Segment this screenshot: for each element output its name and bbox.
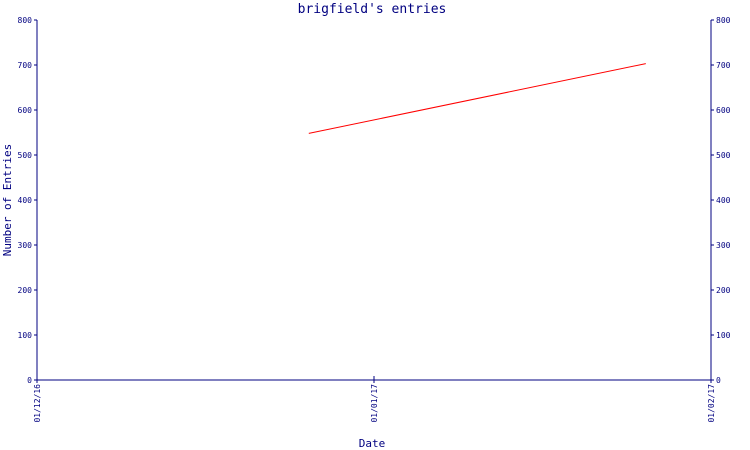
y-tick-label-right: 600: [716, 106, 731, 115]
x-tick-label: 01/02/17: [707, 384, 716, 423]
y-tick-label-left: 500: [18, 151, 33, 160]
y-tick-label-left: 700: [18, 61, 33, 70]
x-tick-label: 01/12/16: [33, 384, 42, 423]
chart-title: brigfield's entries: [298, 2, 447, 17]
y-tick-label-left: 400: [18, 196, 33, 205]
y-tick-label-left: 200: [18, 286, 33, 295]
y-tick-label-right: 200: [716, 286, 731, 295]
y-tick-label-left: 300: [18, 241, 33, 250]
y-axis-label: Number of Entries: [1, 144, 14, 257]
series-line: [308, 63, 646, 134]
y-tick-label-right: 400: [716, 196, 731, 205]
y-tick-label-left: 100: [18, 331, 33, 340]
y-tick-label-right: 100: [716, 331, 731, 340]
y-tick-label-right: 300: [716, 241, 731, 250]
y-tick-label-right: 700: [716, 61, 731, 70]
x-tick-label: 01/01/17: [370, 384, 379, 423]
y-tick-label-right: 800: [716, 16, 731, 25]
y-tick-label-right: 500: [716, 151, 731, 160]
y-tick-label-left: 0: [27, 376, 32, 385]
plot-area: 0 0 100 100 200 200 300 300 400 400 500 500 600 600 70…: [18, 16, 731, 423]
x-axis-label: Date: [359, 437, 386, 450]
y-tick-label-left: 800: [18, 16, 33, 25]
y-tick-label-left: 600: [18, 106, 33, 115]
y-tick-label-right: 0: [716, 376, 721, 385]
